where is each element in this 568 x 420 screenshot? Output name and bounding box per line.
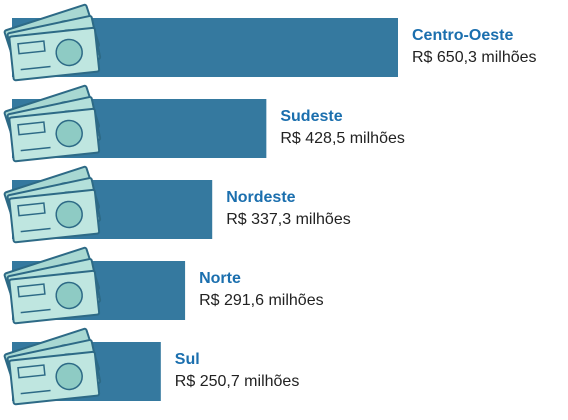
category-label: Norte	[199, 270, 241, 287]
category-label: Nordeste	[226, 189, 295, 206]
money-icon	[3, 246, 102, 325]
category-label: Sudeste	[280, 108, 342, 125]
money-icon	[3, 327, 102, 406]
category-label: Sul	[175, 351, 200, 368]
value-label: R$ 250,7 milhões	[175, 373, 300, 390]
money-icon	[3, 3, 102, 82]
money-icon	[3, 84, 102, 163]
category-label: Centro-Oeste	[412, 27, 513, 44]
value-label: R$ 291,6 milhões	[199, 292, 324, 309]
value-label: R$ 650,3 milhões	[412, 49, 537, 66]
value-label: R$ 428,5 milhões	[280, 130, 405, 147]
money-icon	[3, 165, 102, 244]
value-label: R$ 337,3 milhões	[226, 211, 351, 228]
